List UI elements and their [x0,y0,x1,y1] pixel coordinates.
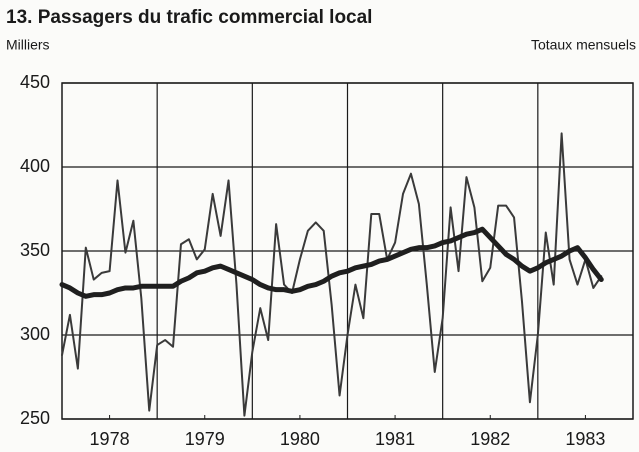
y-tick-label: 450 [20,72,50,92]
x-tick-label: 1978 [90,429,130,449]
x-tick-label: 1982 [470,429,510,449]
x-tick-label: 1981 [375,429,415,449]
x-tick-label: 1983 [565,429,605,449]
y-axis-label: Milliers [6,37,50,53]
subtitle: Totaux mensuels [531,37,636,53]
y-tick-label: 300 [20,324,50,344]
series-line [59,226,604,299]
chart-title: 13. Passagers du trafic commercial local [6,7,372,28]
y-tick-label: 400 [20,156,50,176]
x-tick-label: 1979 [185,429,225,449]
y-tick-label: 250 [20,408,50,428]
x-tick-label: 1980 [280,429,320,449]
y-tick-label: 350 [20,240,50,260]
series-line [61,132,603,417]
